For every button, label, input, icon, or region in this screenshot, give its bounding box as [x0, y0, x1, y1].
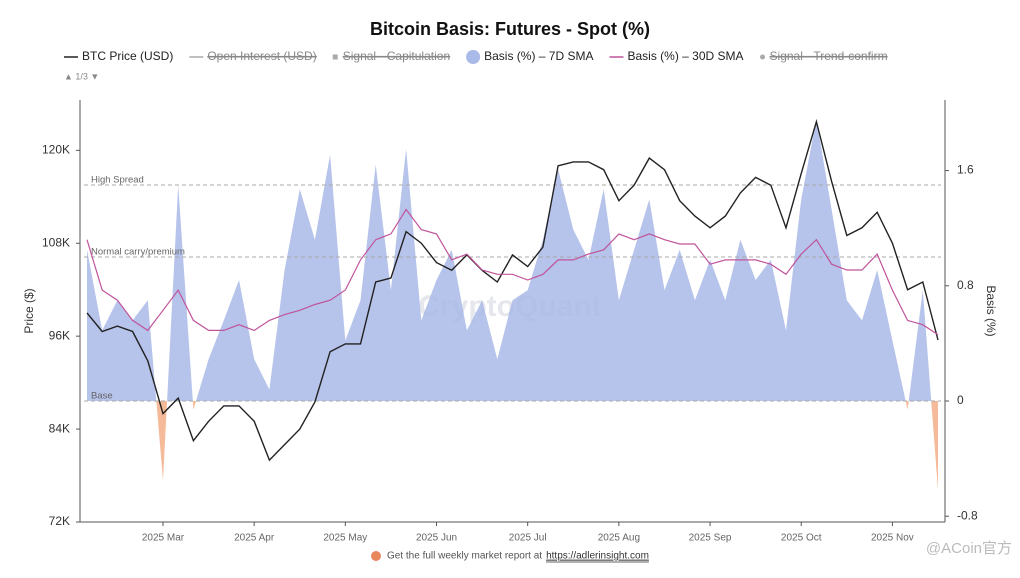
footer-text: Get the full weekly market report at [387, 551, 542, 562]
x-tick-label: 2025 Oct [781, 533, 822, 544]
x-tick-label: 2025 Apr [234, 533, 275, 544]
chart-title: Bitcoin Basis: Futures - Spot (%) [370, 19, 650, 39]
y-axis-label: Price ($) [22, 288, 36, 333]
x-tick-label: 2025 Nov [871, 533, 914, 544]
legend-label[interactable]: BTC Price (USD) [82, 49, 173, 63]
basis-area-positive [87, 118, 938, 402]
y-tick-label: 108K [42, 235, 70, 249]
legend-label[interactable]: Basis (%) – 30D SMA [627, 49, 743, 63]
legend-label[interactable]: Signal - Capitulation [343, 49, 450, 63]
x-tick-label: 2025 May [323, 533, 367, 544]
y2-tick-label: 0.8 [957, 278, 974, 292]
reference-label: Base [91, 391, 113, 402]
y2-tick-label: 1.6 [957, 163, 974, 177]
x-tick-label: 2025 Jul [509, 533, 547, 544]
legend-marker [332, 54, 338, 60]
footer-icon [371, 551, 381, 561]
x-tick-label: 2025 Sep [689, 533, 732, 544]
x-tick-label: 2025 Mar [142, 533, 185, 544]
legend-label[interactable]: Signal - Trend-confirm [770, 49, 888, 63]
y2-tick-label: 0 [957, 393, 964, 407]
y-tick-label: 96K [49, 328, 70, 342]
series-line [86, 119, 939, 462]
series-line [86, 208, 939, 336]
corner-watermark: @ACoin官方 [926, 540, 1012, 557]
legend-marker [760, 54, 766, 60]
y-tick-label: 84K [49, 421, 70, 435]
plot-area: High Spread Normal carry/premium Base [84, 118, 941, 491]
legend-label[interactable]: Basis (%) – 7D SMA [484, 49, 593, 63]
reference-label: High Spread [91, 174, 144, 185]
x-tick-label: 2025 Aug [598, 533, 640, 544]
legend-marker [466, 50, 481, 64]
reference-label: Normal carry/premium [91, 247, 185, 258]
y-tick-label: 72K [49, 514, 70, 528]
legend-label[interactable]: Open Interest (USD) [207, 49, 316, 63]
legend-pager[interactable]: ▲ 1/3 ▼ [64, 71, 99, 81]
y2-tick-label: -0.8 [957, 508, 978, 522]
y2-axis-label: Basis (%) [984, 285, 998, 336]
x-tick-label: 2025 Jun [416, 533, 457, 544]
footer-link[interactable]: https://adlerinsight.com [546, 551, 649, 562]
y-tick-label: 120K [42, 143, 70, 157]
